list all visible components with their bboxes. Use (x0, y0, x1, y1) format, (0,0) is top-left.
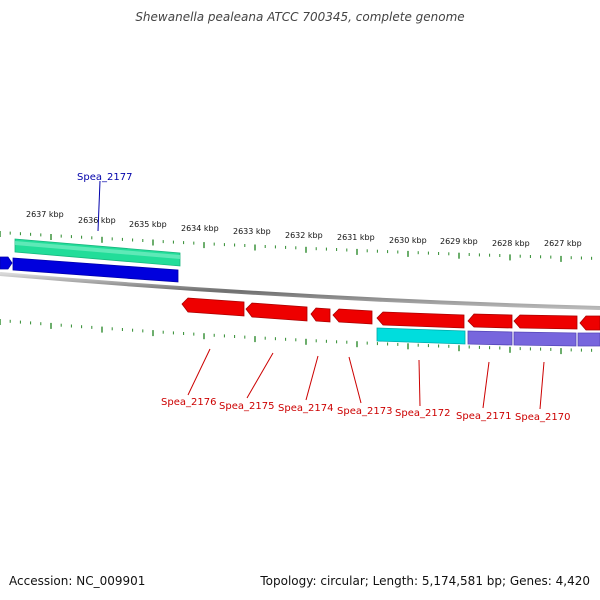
gene-spea-2174-arrow[interactable] (310, 307, 331, 323)
gene-spea-2173-arrow[interactable] (332, 308, 373, 325)
lower-scale-ticks (0, 319, 593, 355)
scale-label-2637: 2637 kbp (26, 210, 64, 219)
genome-backbone (0, 272, 600, 310)
scale-label-2630: 2630 kbp (389, 236, 427, 245)
genome-summary-text: Topology: circular; Length: 5,174,581 bp… (260, 574, 590, 588)
scale-label-2627: 2627 kbp (544, 239, 582, 248)
scale-label-2628: 2628 kbp (492, 239, 530, 248)
gene-purple-block-1[interactable] (467, 330, 513, 346)
gene-purple-block-2[interactable] (513, 331, 577, 347)
upper-scale-ticks (0, 231, 593, 262)
gene-label-spea-2177[interactable]: Spea_2177 (77, 172, 132, 183)
scale-label-2629: 2629 kbp (440, 237, 478, 246)
gene-label-spea-2175[interactable]: Spea_2175 (219, 401, 274, 412)
scale-label-2631: 2631 kbp (337, 233, 375, 242)
gene-label-spea-2176[interactable]: Spea_2176 (161, 397, 216, 408)
scale-label-2633: 2633 kbp (233, 227, 271, 236)
scale-label-2632: 2632 kbp (285, 231, 323, 240)
gene-label-leaders (97, 180, 545, 410)
gene-label-spea-2171[interactable]: Spea_2171 (456, 411, 511, 422)
gene-purple-block-3[interactable] (577, 332, 600, 347)
gene-spea-2175-arrow[interactable] (245, 302, 308, 322)
scale-label-2636: 2636 kbp (78, 216, 116, 225)
gene-label-spea-2170[interactable]: Spea_2170 (515, 412, 570, 423)
scale-label-2634: 2634 kbp (181, 224, 219, 233)
gene-spea-2172-arrow[interactable] (376, 311, 465, 329)
gene-label-spea-2173[interactable]: Spea_2173 (337, 406, 392, 417)
accession-text: Accession: NC_009901 (9, 574, 146, 588)
scale-label-2635: 2635 kbp (129, 220, 167, 229)
gene-red-offscreen-arrow[interactable] (579, 315, 600, 331)
gene-label-spea-2172[interactable]: Spea_2172 (395, 408, 450, 419)
map-title: Shewanella pealeana ATCC 700345, complet… (135, 10, 465, 24)
gene-spea-2170-arrow[interactable] (513, 314, 578, 330)
gene-spea-2171-arrow[interactable] (467, 313, 513, 329)
gene-blue-left-arrow[interactable] (0, 256, 13, 270)
gene-label-spea-2174[interactable]: Spea_2174 (278, 403, 333, 414)
gene-spea-2177-highlight (15, 241, 180, 259)
gene-spea-2176-arrow[interactable] (181, 297, 245, 317)
gene-blue-main-block[interactable] (12, 257, 179, 283)
gene-cyan-block[interactable] (376, 327, 466, 345)
